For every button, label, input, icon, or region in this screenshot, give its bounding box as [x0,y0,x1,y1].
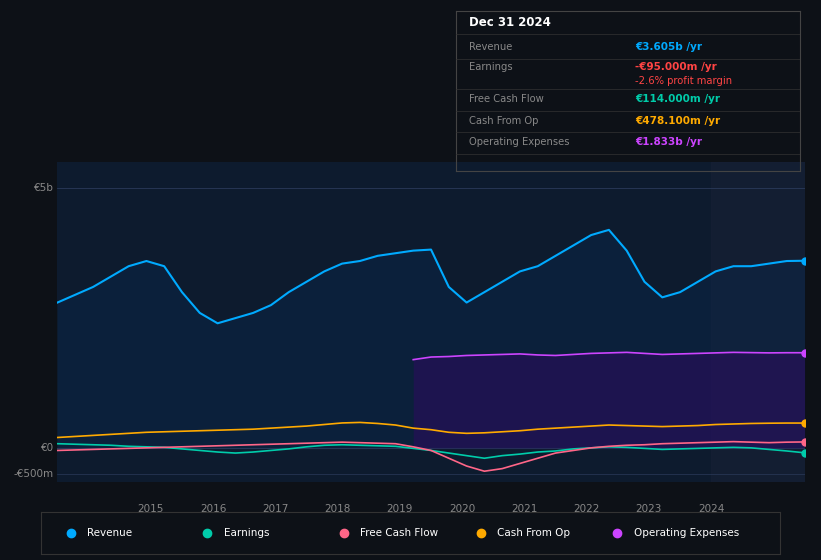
Text: 2016: 2016 [200,504,227,514]
Text: -2.6% profit margin: -2.6% profit margin [635,76,732,86]
Text: 2018: 2018 [324,504,351,514]
Text: Earnings: Earnings [470,62,513,72]
Text: 2019: 2019 [387,504,413,514]
Text: 2017: 2017 [262,504,288,514]
Text: 2015: 2015 [138,504,164,514]
Text: 2023: 2023 [635,504,662,514]
Text: 2020: 2020 [449,504,475,514]
Bar [711,162,821,482]
Text: Free Cash Flow: Free Cash Flow [470,94,544,104]
Text: €5b: €5b [34,183,53,193]
Text: -€95.000m /yr: -€95.000m /yr [635,62,717,72]
Text: Operating Expenses: Operating Expenses [634,529,739,538]
Text: €3.605b /yr: €3.605b /yr [635,42,702,52]
Text: Revenue: Revenue [470,42,513,52]
Text: 2024: 2024 [698,504,724,514]
Text: 2021: 2021 [511,504,538,514]
Text: -€500m: -€500m [14,469,53,479]
Text: €478.100m /yr: €478.100m /yr [635,115,720,125]
Text: Earnings: Earnings [223,529,269,538]
Text: €114.000m /yr: €114.000m /yr [635,94,720,104]
Text: €0: €0 [40,443,53,453]
Text: Dec 31 2024: Dec 31 2024 [470,16,552,29]
Text: Cash From Op: Cash From Op [497,529,570,538]
Text: 2022: 2022 [574,504,600,514]
Text: €1.833b /yr: €1.833b /yr [635,137,702,147]
Text: Free Cash Flow: Free Cash Flow [360,529,438,538]
Text: Revenue: Revenue [87,529,132,538]
Text: Cash From Op: Cash From Op [470,115,539,125]
Text: Operating Expenses: Operating Expenses [470,137,570,147]
